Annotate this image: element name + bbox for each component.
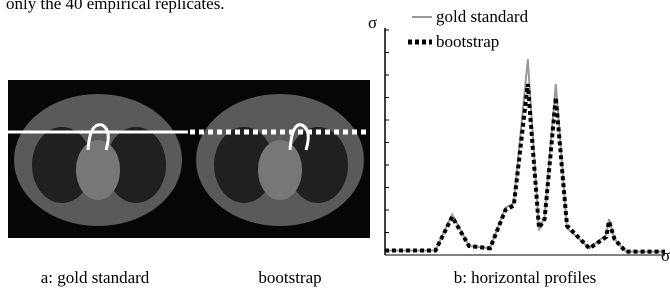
legend-label: gold standard xyxy=(436,7,529,26)
y-axis-label: σ xyxy=(368,13,377,32)
panel-label: a: gold standard xyxy=(41,268,150,287)
figure: only the 40 empirical replicates. a: gol… xyxy=(0,0,670,295)
caption-fragment: only the 40 empirical replicates. xyxy=(6,0,225,13)
legend-label: bootstrap xyxy=(436,32,499,51)
panel-label: bootstrap xyxy=(258,268,321,287)
profile-series xyxy=(385,84,665,252)
image-gold xyxy=(8,80,188,238)
profile-series xyxy=(385,59,665,251)
chart-title: b: horizontal profiles xyxy=(454,268,597,287)
image-bootstrap xyxy=(188,80,370,238)
